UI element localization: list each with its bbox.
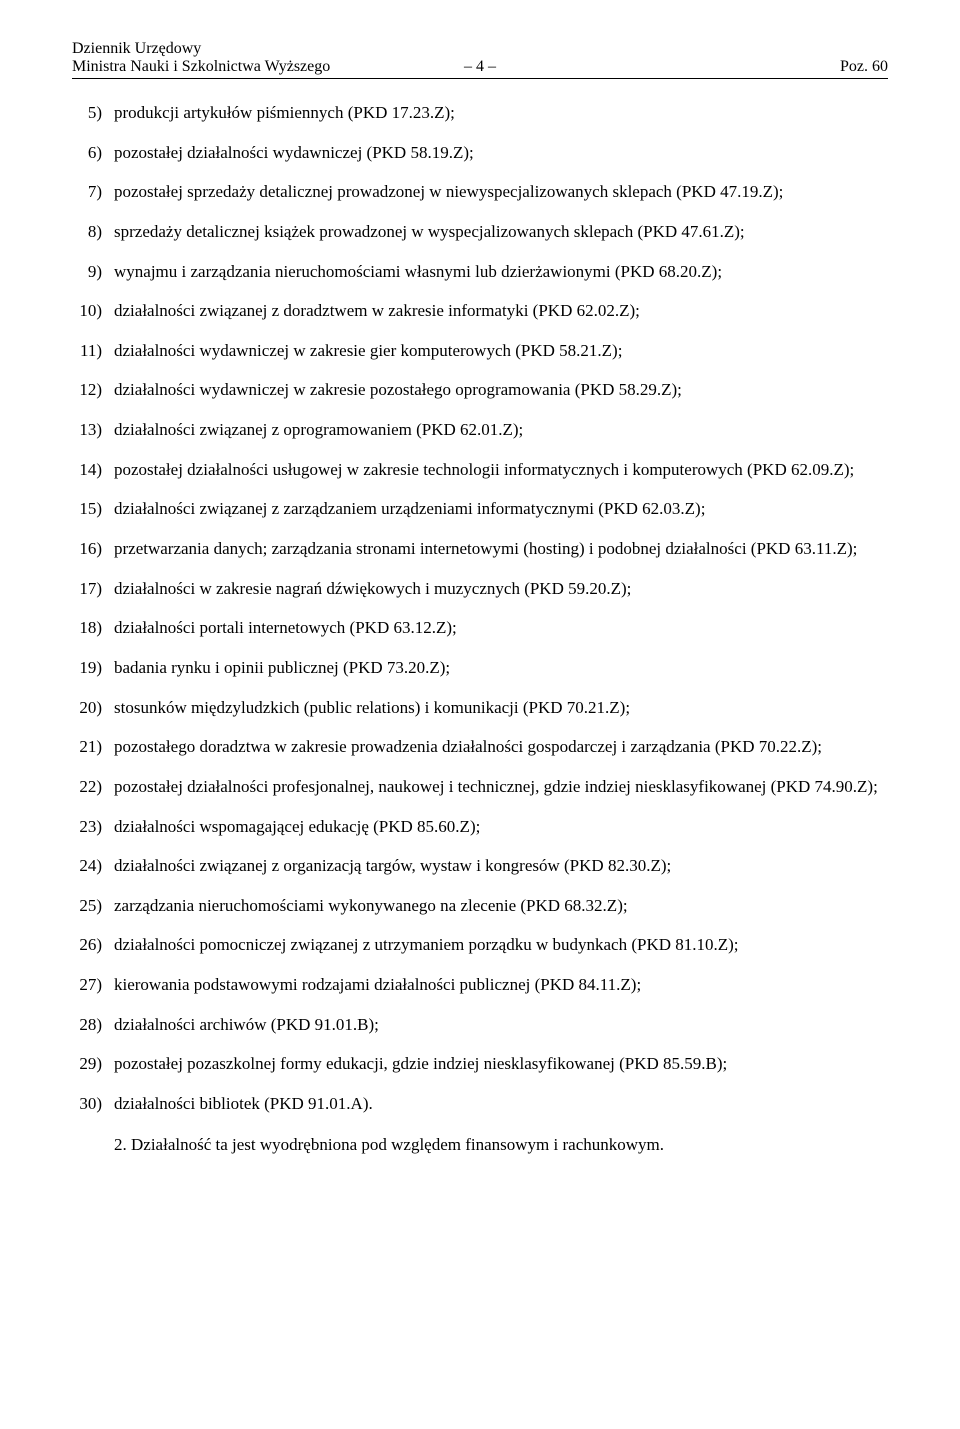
list-item-text: pozostałej działalności usługowej w zakr… xyxy=(108,458,888,483)
list-item-text: działalności pomocniczej związanej z utr… xyxy=(108,933,888,958)
list-item-text: działalności bibliotek (PKD 91.01.A). xyxy=(108,1092,888,1117)
list-item-text: wynajmu i zarządzania nieruchomościami w… xyxy=(108,260,888,285)
list-item-text: działalności związanej z zarządzaniem ur… xyxy=(108,497,888,522)
list-item-number: 14) xyxy=(72,458,108,483)
page-header: Dziennik Urzędowy Ministra Nauki i Szkol… xyxy=(72,40,888,79)
list-item-number: 9) xyxy=(72,260,108,285)
list-item: 25)zarządzania nieruchomościami wykonywa… xyxy=(72,894,888,919)
list-item-text: działalności związanej z oprogramowaniem… xyxy=(108,418,888,443)
list-item-text: pozostałej sprzedaży detalicznej prowadz… xyxy=(108,180,888,205)
list-item: 15)działalności związanej z zarządzaniem… xyxy=(72,497,888,522)
list-item-text: działalności związanej z doradztwem w za… xyxy=(108,299,888,324)
list-item: 12)działalności wydawniczej w zakresie p… xyxy=(72,378,888,403)
list-item: 8)sprzedaży detalicznej książek prowadzo… xyxy=(72,220,888,245)
list-item: 16)przetwarzania danych; zarządzania str… xyxy=(72,537,888,562)
header-page-number: – 4 – xyxy=(454,58,506,76)
list-item: 5)produkcji artykułów piśmiennych (PKD 1… xyxy=(72,101,888,126)
list-item: 24)działalności związanej z organizacją … xyxy=(72,854,888,879)
list-item-number: 11) xyxy=(72,339,108,364)
list-item: 28)działalności archiwów (PKD 91.01.B); xyxy=(72,1013,888,1038)
page: Dziennik Urzędowy Ministra Nauki i Szkol… xyxy=(0,0,960,1207)
list-item: 13)działalności związanej z oprogramowan… xyxy=(72,418,888,443)
header-ministry: Ministra Nauki i Szkolnictwa Wyższego xyxy=(72,58,454,76)
list-item-number: 6) xyxy=(72,141,108,166)
list-item-text: pozostałej pozaszkolnej formy edukacji, … xyxy=(108,1052,888,1077)
list-item: 11)działalności wydawniczej w zakresie g… xyxy=(72,339,888,364)
list-item-number: 27) xyxy=(72,973,108,998)
list-item-text: sprzedaży detalicznej książek prowadzone… xyxy=(108,220,888,245)
list-item-text: zarządzania nieruchomościami wykonywaneg… xyxy=(108,894,888,919)
list-item-number: 24) xyxy=(72,854,108,879)
list-item-number: 26) xyxy=(72,933,108,958)
list-item: 21)pozostałego doradztwa w zakresie prow… xyxy=(72,735,888,760)
list-item: 9)wynajmu i zarządzania nieruchomościami… xyxy=(72,260,888,285)
list-item-number: 19) xyxy=(72,656,108,681)
list-item-number: 16) xyxy=(72,537,108,562)
list-item-number: 29) xyxy=(72,1052,108,1077)
list-item: 20)stosunków międzyludzkich (public rela… xyxy=(72,696,888,721)
list-item: 14)pozostałej działalności usługowej w z… xyxy=(72,458,888,483)
list-item: 26)działalności pomocniczej związanej z … xyxy=(72,933,888,958)
list-item-text: pozostałej działalności profesjonalnej, … xyxy=(108,775,888,800)
list-item-text: badania rynku i opinii publicznej (PKD 7… xyxy=(108,656,888,681)
list-item-text: kierowania podstawowymi rodzajami działa… xyxy=(108,973,888,998)
paragraph-2: 2. Działalność ta jest wyodrębniona pod … xyxy=(72,1133,888,1158)
header-line1: Dziennik Urzędowy xyxy=(72,40,888,58)
list-item-text: stosunków międzyludzkich (public relatio… xyxy=(108,696,888,721)
list-item-number: 12) xyxy=(72,378,108,403)
list-item-number: 21) xyxy=(72,735,108,760)
list-item: 29)pozostałej pozaszkolnej formy edukacj… xyxy=(72,1052,888,1077)
list-item-number: 7) xyxy=(72,180,108,205)
list-item-number: 25) xyxy=(72,894,108,919)
list-item: 17)działalności w zakresie nagrań dźwięk… xyxy=(72,577,888,602)
list-item: 7)pozostałej sprzedaży detalicznej prowa… xyxy=(72,180,888,205)
list-item-number: 10) xyxy=(72,299,108,324)
list-item-text: działalności portali internetowych (PKD … xyxy=(108,616,888,641)
list-item-number: 20) xyxy=(72,696,108,721)
list-item: 22)pozostałej działalności profesjonalne… xyxy=(72,775,888,800)
list-item: 10)działalności związanej z doradztwem w… xyxy=(72,299,888,324)
list-item-text: pozostałego doradztwa w zakresie prowadz… xyxy=(108,735,888,760)
list-item-text: pozostałej działalności wydawniczej (PKD… xyxy=(108,141,888,166)
content: 5)produkcji artykułów piśmiennych (PKD 1… xyxy=(72,101,888,1157)
list-item: 19)badania rynku i opinii publicznej (PK… xyxy=(72,656,888,681)
list-item-number: 15) xyxy=(72,497,108,522)
numbered-list: 5)produkcji artykułów piśmiennych (PKD 1… xyxy=(72,101,888,1117)
list-item-number: 8) xyxy=(72,220,108,245)
list-item-text: działalności związanej z organizacją tar… xyxy=(108,854,888,879)
list-item: 23)działalności wspomagającej edukację (… xyxy=(72,815,888,840)
list-item-text: przetwarzania danych; zarządzania strona… xyxy=(108,537,888,562)
list-item-number: 22) xyxy=(72,775,108,800)
list-item-text: działalności w zakresie nagrań dźwiękowy… xyxy=(108,577,888,602)
list-item-text: działalności wspomagającej edukację (PKD… xyxy=(108,815,888,840)
list-item-number: 13) xyxy=(72,418,108,443)
list-item-number: 23) xyxy=(72,815,108,840)
list-item: 18)działalności portali internetowych (P… xyxy=(72,616,888,641)
list-item: 6)pozostałej działalności wydawniczej (P… xyxy=(72,141,888,166)
list-item-text: działalności wydawniczej w zakresie gier… xyxy=(108,339,888,364)
list-item-number: 17) xyxy=(72,577,108,602)
list-item-number: 30) xyxy=(72,1092,108,1117)
list-item-text: działalności wydawniczej w zakresie pozo… xyxy=(108,378,888,403)
list-item-text: działalności archiwów (PKD 91.01.B); xyxy=(108,1013,888,1038)
list-item-text: produkcji artykułów piśmiennych (PKD 17.… xyxy=(108,101,888,126)
list-item-number: 28) xyxy=(72,1013,108,1038)
list-item-number: 5) xyxy=(72,101,108,126)
list-item: 27)kierowania podstawowymi rodzajami dzi… xyxy=(72,973,888,998)
header-line2: Ministra Nauki i Szkolnictwa Wyższego – … xyxy=(72,58,888,79)
header-position: Poz. 60 xyxy=(506,58,888,76)
list-item: 30)działalności bibliotek (PKD 91.01.A). xyxy=(72,1092,888,1117)
list-item-number: 18) xyxy=(72,616,108,641)
